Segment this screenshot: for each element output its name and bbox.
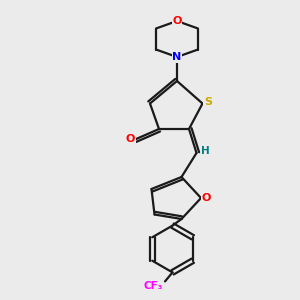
Text: O: O (202, 193, 211, 203)
Text: O: O (126, 134, 135, 145)
Text: N: N (172, 52, 182, 62)
Text: S: S (204, 97, 212, 107)
Text: CF₃: CF₃ (143, 281, 163, 291)
Text: H: H (201, 146, 210, 157)
Text: O: O (172, 16, 182, 26)
